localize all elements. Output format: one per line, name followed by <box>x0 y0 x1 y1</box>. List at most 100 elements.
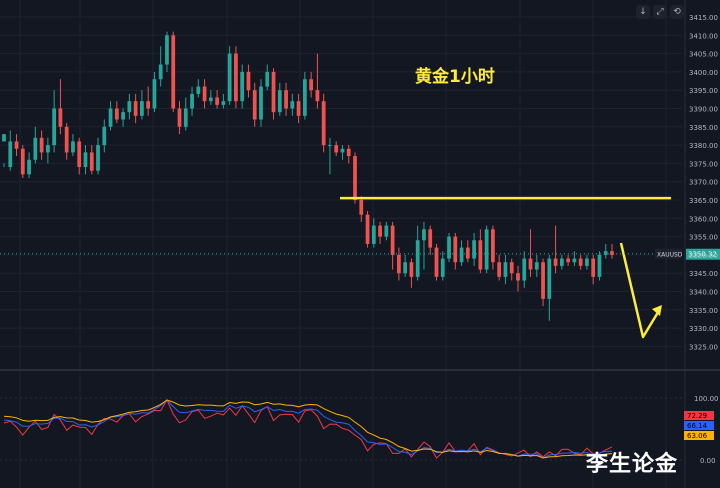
candle-body <box>585 258 589 266</box>
candle-body <box>89 152 94 171</box>
candle-body <box>296 101 301 116</box>
y-tick-label: 3400.00 <box>689 69 718 77</box>
candle-body <box>71 141 75 153</box>
candle-body <box>509 262 514 274</box>
y-tick-label: 3365.00 <box>689 197 718 205</box>
candle-body <box>196 86 201 94</box>
candle-body <box>114 108 119 120</box>
candle-body <box>240 71 245 102</box>
y-tick-label: 3360.00 <box>689 215 718 223</box>
candle-body <box>428 229 433 248</box>
candle-body <box>309 79 314 91</box>
candle-body <box>578 258 583 266</box>
candle-body <box>246 71 251 91</box>
chart-title: 黄金1小时 <box>415 67 495 87</box>
indicator-value-label: 63.06 <box>687 432 708 440</box>
indicator-value-label: 72.29 <box>687 412 707 420</box>
candle-body <box>365 214 370 244</box>
y-tick-label: 3345.00 <box>689 270 718 278</box>
candle-body <box>553 258 558 266</box>
indicator-value-label: 66.14 <box>687 422 708 430</box>
candle-body <box>559 258 564 266</box>
candle-body <box>152 79 157 109</box>
candle-body <box>265 71 270 87</box>
candle-body <box>597 254 602 277</box>
candle-body <box>108 108 113 127</box>
overlays: XAUUSD 3350.32 <box>0 196 720 339</box>
candle-body <box>491 229 495 263</box>
candle-body <box>378 225 382 237</box>
y-tick-label: 3385.00 <box>689 124 718 132</box>
candle-body <box>340 148 345 153</box>
candle-body <box>39 137 44 153</box>
y-tick-label: 3330.00 <box>689 325 718 333</box>
y-tick-label: 3395.00 <box>689 87 718 95</box>
candle-body <box>165 35 169 65</box>
candle-body <box>221 101 226 105</box>
candle-body <box>346 148 351 157</box>
candle-body <box>384 225 389 237</box>
candle-body <box>121 112 125 120</box>
candle-body <box>547 258 552 299</box>
candle-body <box>146 101 151 109</box>
candle-body <box>133 101 138 116</box>
candle-body <box>140 101 144 116</box>
y-tick-label: 3325.00 <box>689 343 718 351</box>
candle-body <box>290 101 295 109</box>
candle-body <box>572 258 577 263</box>
candle-body <box>459 247 464 263</box>
candle-body <box>83 152 88 168</box>
candle-body <box>591 258 596 277</box>
candle-body <box>45 145 50 153</box>
candle-body <box>497 262 502 277</box>
candle-body <box>409 262 414 277</box>
candle-body <box>403 262 408 274</box>
symbol-label: XAUUSD <box>657 252 683 259</box>
candle-body <box>183 108 188 127</box>
indicator-value-box <box>684 431 714 440</box>
y-tick-label: 3415.00 <box>689 14 718 22</box>
candles <box>2 31 614 321</box>
candle-body <box>215 97 219 105</box>
ind-level-label: 100.00 <box>694 395 719 403</box>
candle-body <box>202 86 207 102</box>
candle-body <box>522 258 527 281</box>
candle-body <box>472 240 476 259</box>
candle-body <box>158 64 163 80</box>
refresh-icon[interactable]: ⟲ <box>670 5 684 19</box>
candle-body <box>102 126 107 146</box>
candle-body <box>453 236 458 263</box>
y-tick-label: 3370.00 <box>689 179 718 187</box>
candle-body <box>8 141 13 168</box>
candle-body <box>27 159 31 175</box>
candle-body <box>271 71 276 113</box>
candle-body <box>127 101 132 113</box>
candle-body <box>52 108 57 146</box>
y-tick-label: 3350.00 <box>689 252 718 260</box>
price-grid <box>0 0 682 488</box>
candle-body <box>434 247 439 277</box>
candle-body <box>422 229 426 241</box>
indicator-line <box>3 399 613 459</box>
expand-icon[interactable]: ⤢ <box>653 5 667 19</box>
candle-body <box>77 141 82 168</box>
download-icon[interactable]: ↓ <box>636 5 650 19</box>
candle-body <box>503 262 508 277</box>
candle-body <box>484 229 489 270</box>
candle-body <box>190 93 194 109</box>
indicator-pane: 100.00 0.00 72.29 66.14 63.06 <box>0 369 720 465</box>
candle-body <box>447 236 451 259</box>
candle-body <box>2 134 6 142</box>
candle-body <box>171 35 176 109</box>
candle-body <box>610 251 614 255</box>
candle-body <box>603 251 608 255</box>
y-tick-label: 3375.00 <box>689 160 718 168</box>
candle-body <box>302 79 307 116</box>
candle-body <box>465 247 470 259</box>
y-tick-label: 3355.00 <box>689 234 718 242</box>
indicator-value-box <box>684 411 714 420</box>
last-price-label: 3350.32 <box>688 251 717 259</box>
watermark: 李生论金 <box>586 452 679 477</box>
indicator-value-box <box>684 421 714 430</box>
candle-body <box>14 141 19 149</box>
